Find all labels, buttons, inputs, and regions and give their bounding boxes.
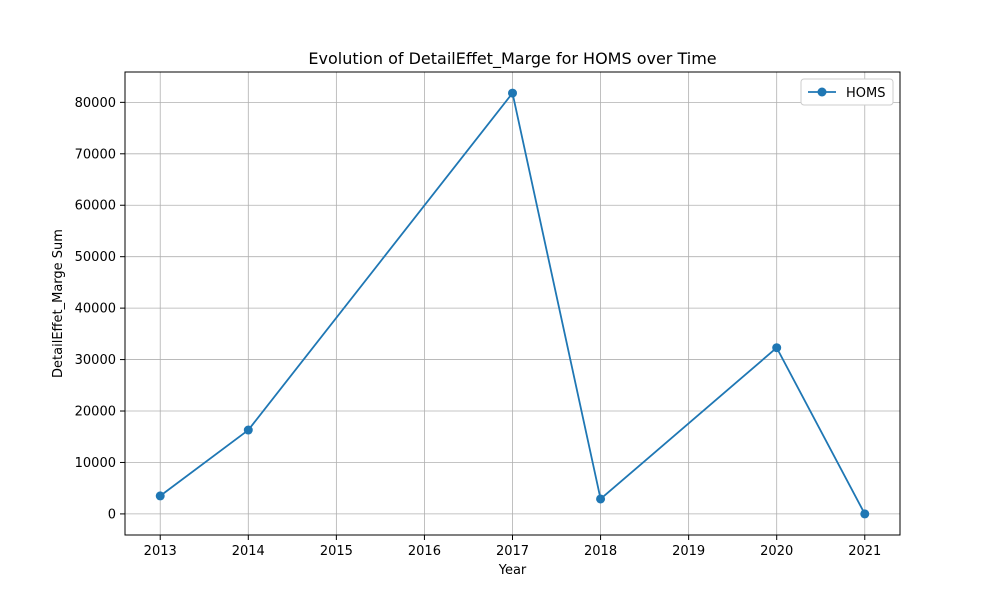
- series-layer: [155, 88, 870, 519]
- y-tick-label: 20000: [75, 405, 116, 420]
- data-point: [155, 491, 165, 501]
- y-tick-label: 10000: [75, 456, 116, 471]
- x-tick-label: 2014: [232, 544, 265, 559]
- y-axis-label: DetailEffet_Marge Sum: [51, 229, 66, 378]
- data-point: [508, 88, 517, 98]
- x-axis-label: Year: [498, 563, 527, 578]
- y-tick-label: 40000: [75, 302, 116, 317]
- grid-lines: [125, 72, 900, 535]
- y-tick-label: 0: [108, 507, 116, 522]
- x-tick-label: 2017: [496, 544, 529, 559]
- legend: HOMS: [800, 78, 894, 106]
- x-tick-label: 2018: [584, 544, 617, 559]
- axis-ticks: 2013 2014 2015 2016 2017 2018 2019 2020 2021 0 100…: [75, 96, 882, 559]
- y-tick-label: 30000: [75, 353, 116, 368]
- y-tick-label: 70000: [75, 147, 116, 162]
- legend-box: [800, 78, 894, 106]
- legend-marker-swatch: [817, 87, 827, 97]
- x-tick-label: 2016: [408, 544, 441, 559]
- chart-title: Evolution of DetailEffet_Marge for HOMS …: [308, 49, 716, 69]
- data-point: [860, 509, 870, 519]
- x-tick-label: 2021: [848, 544, 881, 559]
- x-tick-label: 2019: [672, 544, 705, 559]
- x-tick-label: 2020: [760, 544, 793, 559]
- y-tick-label: 60000: [75, 199, 116, 214]
- series-line-homs: [159, 92, 866, 515]
- x-tick-label: 2015: [320, 544, 353, 559]
- x-tick-label: 2013: [144, 544, 177, 559]
- legend-label-homs: HOMS: [846, 86, 885, 101]
- y-tick-label: 50000: [75, 250, 116, 265]
- data-point: [596, 494, 606, 504]
- y-tick-label: 80000: [75, 96, 116, 111]
- data-point: [772, 343, 782, 353]
- data-point: [243, 425, 253, 435]
